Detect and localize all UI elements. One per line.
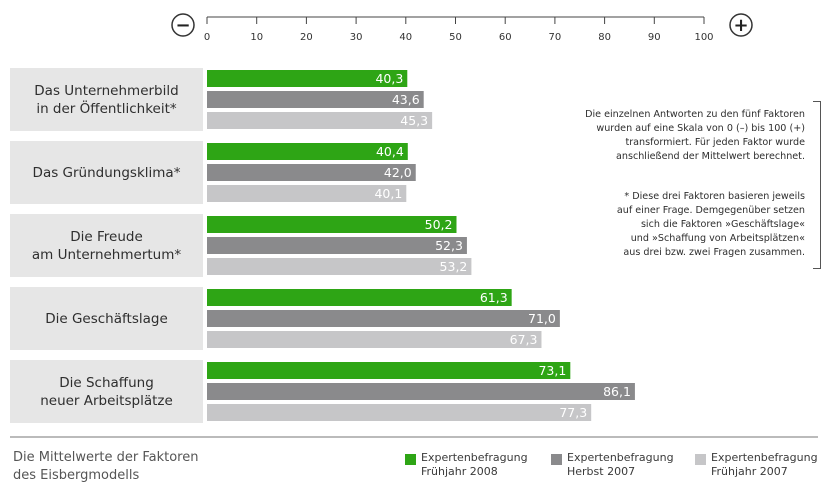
chart-caption: Die Mittelwerte der Faktoren des Eisberg… <box>13 450 199 483</box>
legend-item: Expertenbefragung Frühjahr 2007 <box>695 451 818 479</box>
bar-value-label: 77,3 <box>559 405 587 420</box>
plus-icon-symbol: + <box>733 15 748 36</box>
tick-label: 100 <box>694 32 713 43</box>
bar <box>207 331 542 348</box>
bar <box>207 289 512 306</box>
bar-value-label: 50,2 <box>425 217 453 232</box>
bar <box>207 185 407 202</box>
bar-value-label: 53,2 <box>440 259 468 274</box>
bar <box>207 404 592 421</box>
bar-value-label: 86,1 <box>603 384 631 399</box>
category-label: Die Geschäftslage <box>10 287 203 350</box>
bar <box>207 112 433 129</box>
bar-value-label: 45,3 <box>400 113 428 128</box>
bar-value-label: 40,4 <box>376 144 404 159</box>
category-label: Das Unternehmerbild in der Öffentlichkei… <box>10 68 203 131</box>
bar <box>207 143 408 160</box>
scale-axis: 0 10 20 30 40 50 60 70 80 90 100 − + <box>171 13 753 43</box>
category-label: Die Freude am Unternehmertum* <box>10 214 203 277</box>
methodology-note: Die einzelnen Antworten zu den fünf Fakt… <box>585 109 805 162</box>
legend-label: Expertenbefragung Frühjahr 2007 <box>711 451 818 478</box>
category-label: Das Gründungsklima* <box>10 141 203 204</box>
plus-icon: + <box>729 13 753 37</box>
legend-swatch <box>551 454 562 465</box>
category-label: Die Schaffung neuer Arbeitsplätze <box>10 360 203 423</box>
tick-label: 70 <box>549 32 562 43</box>
bar <box>207 383 635 400</box>
bar-value-label: 73,1 <box>538 363 566 378</box>
bar-value-label: 67,3 <box>510 332 538 347</box>
tick-label: 40 <box>399 32 412 43</box>
bars: 40,3 43,6 45,3 40,4 42,0 40,1 50,2 52,3 53,2 61,3… <box>207 70 635 421</box>
tick-label: 0 <box>204 32 210 43</box>
legend-item: Expertenbefragung Herbst 2007 <box>551 451 674 479</box>
plus-icon-circle <box>729 13 753 37</box>
bar <box>207 310 560 327</box>
tick-label: 20 <box>300 32 313 43</box>
legend-label: Expertenbefragung Frühjahr 2008 <box>421 451 528 478</box>
bar <box>207 237 467 254</box>
bar <box>207 164 416 181</box>
bar <box>207 91 424 108</box>
bar-value-label: 42,0 <box>384 165 412 180</box>
minus-icon: − <box>171 13 195 37</box>
legend-item: Expertenbefragung Frühjahr 2008 <box>405 451 528 479</box>
tick-label: 30 <box>350 32 363 43</box>
bar-value-label: 43,6 <box>392 92 420 107</box>
bar <box>207 70 408 87</box>
bar-value-label: 40,1 <box>374 186 402 201</box>
footnote: * Diese drei Faktoren basieren jeweils a… <box>616 191 805 258</box>
tick-label: 10 <box>250 32 263 43</box>
legend-label: Expertenbefragung Herbst 2007 <box>567 451 674 478</box>
legend-swatch <box>405 454 416 465</box>
legend-swatch <box>695 454 706 465</box>
minus-icon-circle <box>171 13 195 37</box>
note-bracket <box>813 101 821 269</box>
bar <box>207 258 472 275</box>
bar <box>207 362 571 379</box>
tick-label: 90 <box>648 32 661 43</box>
minus-icon-symbol: − <box>175 15 190 36</box>
tick-label: 80 <box>598 32 611 43</box>
bar-value-label: 71,0 <box>528 311 556 326</box>
bar-value-label: 52,3 <box>435 238 463 253</box>
tick-label: 60 <box>499 32 512 43</box>
bar-value-label: 61,3 <box>480 290 508 305</box>
bar-value-label: 40,3 <box>375 71 403 86</box>
tick-label: 50 <box>449 32 462 43</box>
bar <box>207 216 457 233</box>
